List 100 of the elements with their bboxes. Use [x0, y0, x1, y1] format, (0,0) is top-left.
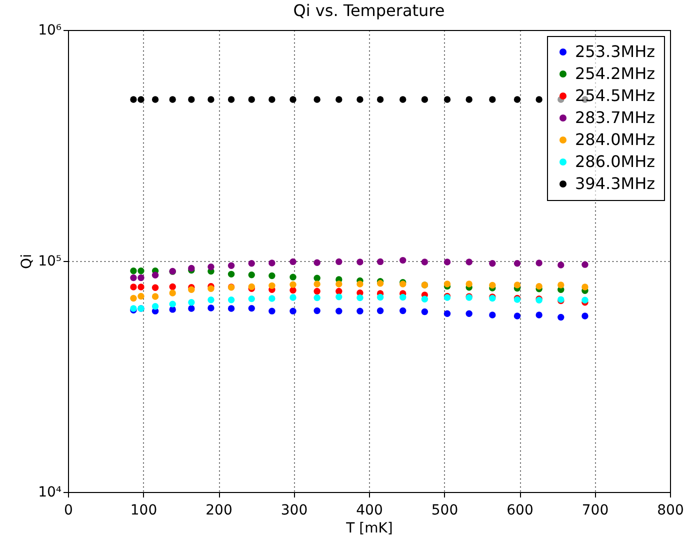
- point: [188, 299, 195, 306]
- point: [248, 96, 255, 103]
- point: [400, 256, 406, 264]
- point: [356, 294, 364, 302]
- point: [336, 280, 342, 288]
- point: [314, 294, 320, 302]
- point: [336, 294, 342, 300]
- point: [558, 262, 564, 268]
- point: [536, 312, 542, 318]
- point: [228, 296, 235, 304]
- point: [376, 96, 384, 103]
- point: [421, 96, 428, 103]
- point: [228, 96, 235, 103]
- legend-label: 253.3MHz: [575, 42, 656, 61]
- point: [536, 260, 542, 266]
- point: [400, 294, 406, 301]
- point: [336, 258, 342, 266]
- point: [248, 304, 255, 312]
- point: [314, 96, 320, 103]
- point: [130, 96, 137, 103]
- point: [489, 96, 496, 103]
- point: [138, 292, 144, 300]
- point: [314, 288, 320, 295]
- legend-label: 254.5MHz: [575, 86, 656, 105]
- point: [356, 96, 364, 103]
- point: [248, 295, 255, 302]
- x-tick-label: 800: [657, 502, 684, 518]
- point: [152, 272, 159, 278]
- point: [489, 282, 496, 289]
- point: [130, 294, 137, 302]
- point: [248, 260, 255, 267]
- point: [314, 280, 320, 288]
- point: [152, 284, 159, 291]
- point: [514, 96, 521, 103]
- point: [514, 312, 521, 320]
- legend-label: 286.0MHz: [575, 152, 656, 171]
- point: [558, 314, 564, 321]
- point: [558, 282, 564, 288]
- point: [421, 308, 428, 316]
- point: [582, 296, 588, 304]
- point: [314, 259, 320, 266]
- point: [290, 258, 296, 266]
- point: [336, 288, 342, 295]
- point: [536, 96, 542, 103]
- point: [268, 96, 276, 103]
- point: [152, 293, 159, 300]
- point: [421, 296, 428, 302]
- point: [466, 310, 472, 317]
- point: [466, 280, 472, 288]
- point: [314, 307, 320, 314]
- point: [228, 305, 235, 312]
- x-tick-label: 200: [206, 502, 232, 518]
- point: [138, 96, 144, 103]
- point: [421, 258, 428, 266]
- point: [400, 96, 406, 103]
- point: [208, 304, 214, 312]
- point: [514, 282, 521, 288]
- x-tick-label: 600: [506, 502, 534, 518]
- point: [228, 262, 235, 269]
- chart-title: Qi vs. Temperature: [293, 1, 445, 20]
- point: [188, 96, 195, 103]
- point: [248, 272, 255, 278]
- point: [582, 261, 588, 268]
- y-tick-label: 10⁵: [38, 254, 62, 270]
- legend-label: 394.3MHz: [575, 174, 656, 193]
- point: [356, 308, 364, 314]
- x-tick-label: 400: [356, 502, 383, 518]
- x-tick-label: 100: [130, 502, 158, 518]
- point: [336, 308, 342, 314]
- point: [336, 96, 342, 103]
- point: [290, 294, 296, 301]
- point: [169, 290, 176, 296]
- point: [400, 307, 406, 314]
- point: [208, 285, 214, 292]
- point: [268, 295, 276, 302]
- point: [138, 268, 144, 274]
- point: [208, 96, 214, 103]
- point: [138, 284, 144, 290]
- point: [169, 283, 176, 290]
- point: [188, 305, 195, 312]
- point: [444, 258, 451, 266]
- x-tick-label: 500: [431, 502, 458, 518]
- point: [208, 296, 214, 304]
- point: [290, 96, 296, 103]
- point: [138, 274, 144, 282]
- point: [444, 96, 451, 103]
- legend-label: 284.0MHz: [575, 130, 656, 149]
- point: [376, 307, 384, 314]
- point: [152, 96, 159, 103]
- point: [268, 260, 276, 266]
- y-tick-label: 10⁶: [38, 22, 62, 38]
- x-tick-label: 300: [280, 502, 308, 518]
- point: [466, 258, 472, 266]
- point: [514, 260, 521, 267]
- x-tick-label: 0: [64, 502, 73, 518]
- point: [582, 312, 588, 320]
- y-tick-label: 10⁴: [38, 484, 62, 500]
- point: [169, 300, 176, 308]
- point: [152, 303, 159, 310]
- point: [228, 270, 235, 278]
